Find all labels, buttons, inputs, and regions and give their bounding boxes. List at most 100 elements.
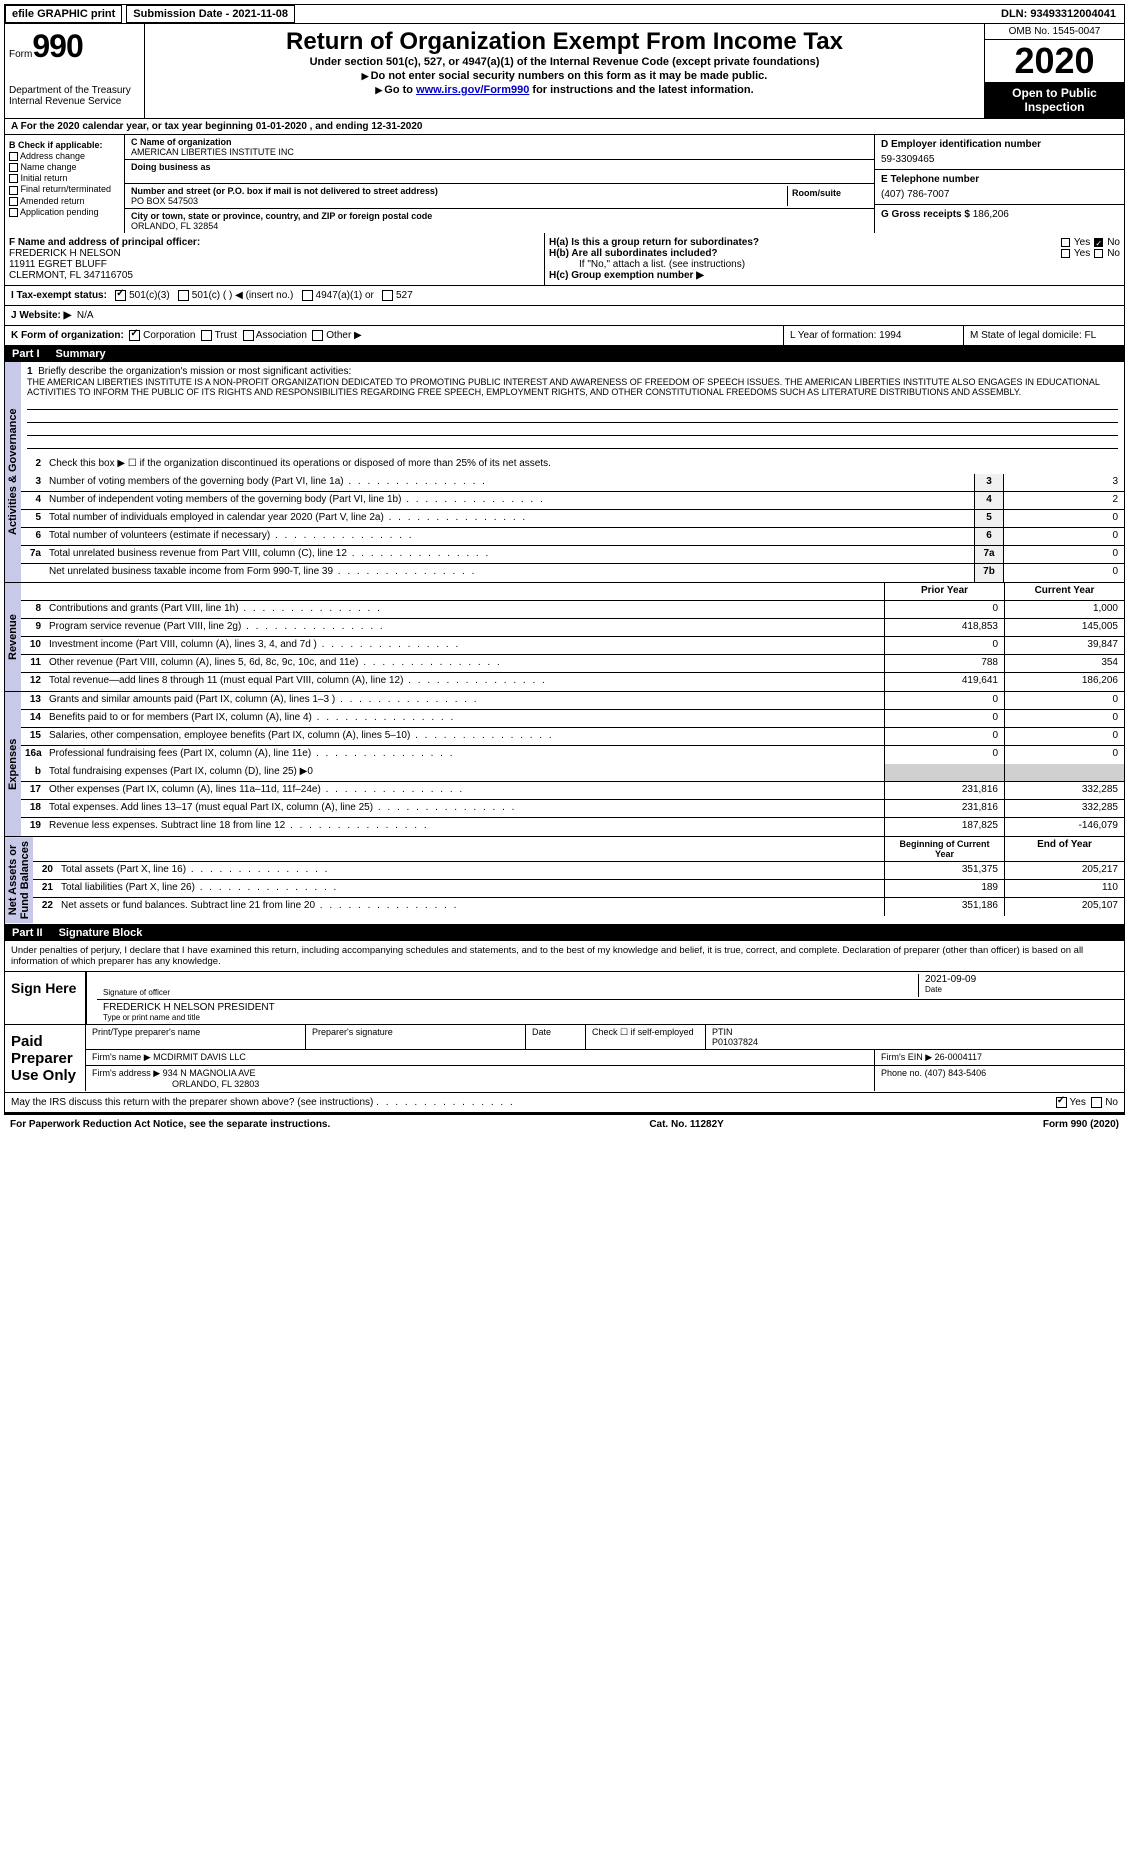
line-16b: Total fundraising expenses (Part IX, col… — [45, 764, 884, 781]
dba-label: Doing business as — [131, 162, 868, 172]
form-container: efile GRAPHIC print Submission Date - 20… — [0, 0, 1129, 1138]
hdr-curr: Current Year — [1004, 583, 1124, 600]
side-expenses: Expenses — [5, 692, 21, 836]
row-i-tax-status: I Tax-exempt status: 501(c)(3) 501(c) ( … — [4, 286, 1125, 306]
ha-no[interactable]: ✓ — [1094, 238, 1103, 247]
ha-yes[interactable] — [1061, 238, 1070, 247]
goto-post: for instructions and the latest informat… — [529, 84, 753, 96]
org-name: AMERICAN LIBERTIES INSTITUTE INC — [131, 147, 868, 157]
hb-note: If "No," attach a list. (see instruction… — [549, 259, 1120, 270]
discuss-no[interactable] — [1091, 1097, 1102, 1108]
cb-final-return[interactable] — [9, 186, 18, 195]
cb-assoc[interactable] — [243, 330, 254, 341]
cb-amended[interactable] — [9, 197, 18, 206]
dln-number: DLN: 93493312004041 — [1001, 8, 1124, 20]
row-f-officer: F Name and address of principal officer:… — [4, 233, 1125, 286]
phone-value: (407) 843-5406 — [925, 1068, 987, 1078]
open-public: Open to Public Inspection — [985, 82, 1124, 118]
cb-address-change[interactable] — [9, 152, 18, 161]
tel-label: E Telephone number — [881, 174, 1118, 185]
hb-yes[interactable] — [1061, 249, 1070, 258]
col-d-ein: D Employer identification number59-33094… — [874, 135, 1124, 233]
part-2-num: Part II — [12, 927, 43, 939]
form-label: Form — [9, 49, 32, 60]
org-city: ORLANDO, FL 32854 — [131, 221, 868, 231]
self-employed-check[interactable]: Check ☐ if self-employed — [585, 1025, 705, 1050]
paperwork-notice: For Paperwork Reduction Act Notice, see … — [10, 1119, 330, 1130]
topbar: efile GRAPHIC print Submission Date - 20… — [4, 4, 1125, 24]
efile-print-button[interactable]: efile GRAPHIC print — [5, 5, 122, 23]
ssn-warning: Do not enter social security numbers on … — [371, 70, 768, 82]
col-b-checkboxes: B Check if applicable: Address change Na… — [5, 135, 125, 233]
officer-addr1: 11911 EGRET BLUFF — [9, 259, 540, 270]
part-2-header: Part II Signature Block — [4, 925, 1125, 941]
date-label: Date — [925, 985, 1118, 994]
sign-here-label: Sign Here — [5, 972, 85, 1024]
form-version: Form 990 (2020) — [1043, 1119, 1119, 1130]
row-j-website: J Website: ▶ N/A — [4, 306, 1125, 326]
cb-initial-return[interactable] — [9, 174, 18, 183]
cb-501c3[interactable] — [115, 290, 126, 301]
header: Form990 Department of the Treasury Inter… — [4, 24, 1125, 119]
website-value: N/A — [77, 310, 94, 321]
firm-ein-label: Firm's EIN ▶ — [881, 1052, 932, 1062]
header-right: OMB No. 1545-0047 2020 Open to Public In… — [984, 24, 1124, 118]
mission-text: THE AMERICAN LIBERTIES INSTITUTE IS A NO… — [27, 377, 1118, 397]
submission-date: Submission Date - 2021-11-08 — [126, 5, 295, 23]
cb-other[interactable] — [312, 330, 323, 341]
paid-preparer-label: Paid Preparer Use Only — [5, 1025, 85, 1092]
arrow-icon — [375, 84, 384, 96]
ptin-value: P01037824 — [712, 1037, 1118, 1047]
cb-527[interactable] — [382, 290, 393, 301]
part-1-num: Part I — [12, 348, 40, 360]
form-number: 990 — [32, 28, 82, 64]
cb-4947[interactable] — [302, 290, 313, 301]
omb-number: OMB No. 1545-0047 — [985, 24, 1124, 40]
ein-value: 59-3309465 — [881, 154, 1118, 165]
ha-label: H(a) Is this a group return for subordin… — [549, 237, 1057, 248]
part-1-header: Part I Summary — [4, 346, 1125, 362]
officer-name: FREDERICK H NELSON — [9, 248, 540, 259]
tax-status-label: I Tax-exempt status: — [11, 290, 107, 301]
form-subtitle: Under section 501(c), 527, or 4947(a)(1)… — [149, 56, 980, 68]
catalog-number: Cat. No. 11282Y — [649, 1119, 723, 1130]
mission-label: Briefly describe the organization's miss… — [38, 366, 351, 377]
goto-pre: Go to — [384, 84, 416, 96]
officer-name-title: FREDERICK H NELSON PRESIDENT — [103, 1002, 1118, 1013]
dept-treasury: Department of the Treasury Internal Reve… — [9, 85, 140, 107]
addr-label: Number and street (or P.O. box if mail i… — [131, 186, 787, 196]
year-formation: L Year of formation: 1994 — [784, 326, 964, 345]
cb-name-change[interactable] — [9, 163, 18, 172]
irs-link[interactable]: www.irs.gov/Form990 — [416, 84, 529, 96]
hdr-prior: Prior Year — [884, 583, 1004, 600]
suite-label: Room/suite — [788, 186, 868, 206]
form-title: Return of Organization Exempt From Incom… — [149, 28, 980, 56]
section-revenue: Revenue Prior YearCurrent Year 8Contribu… — [4, 583, 1125, 692]
officer-addr2: CLERMONT, FL 347116705 — [9, 270, 540, 281]
officer-label: F Name and address of principal officer: — [9, 237, 540, 248]
cb-trust[interactable] — [201, 330, 212, 341]
tax-year: 2020 — [985, 40, 1124, 82]
hb-no[interactable] — [1094, 249, 1103, 258]
cb-app-pending[interactable] — [9, 208, 18, 217]
footer: For Paperwork Reduction Act Notice, see … — [4, 1113, 1125, 1134]
cb-501c[interactable] — [178, 290, 189, 301]
discuss-yes[interactable] — [1056, 1097, 1067, 1108]
cb-corp[interactable] — [129, 330, 140, 341]
line-2: Check this box ▶ ☐ if the organization d… — [45, 456, 1124, 474]
ptin-label: PTIN — [712, 1027, 1118, 1037]
col-b-label: B Check if applicable: — [9, 140, 120, 150]
firm-addr2: ORLANDO, FL 32803 — [92, 1079, 868, 1089]
prep-sig-label: Preparer's signature — [305, 1025, 525, 1050]
gross-label: G Gross receipts $ — [881, 209, 973, 220]
side-activities: Activities & Governance — [5, 362, 21, 582]
perjury-statement: Under penalties of perjury, I declare th… — [5, 941, 1124, 971]
side-revenue: Revenue — [5, 583, 21, 691]
form-org-label: K Form of organization: — [11, 330, 124, 341]
section-activities: Activities & Governance 1 Briefly descri… — [4, 362, 1125, 583]
firm-addr-label: Firm's address ▶ — [92, 1068, 160, 1078]
sig-officer-label: Signature of officer — [103, 988, 918, 997]
gross-value: 186,206 — [973, 209, 1009, 220]
signature-block: Under penalties of perjury, I declare th… — [4, 941, 1125, 1113]
firm-name: MCDIRMIT DAVIS LLC — [153, 1052, 246, 1062]
